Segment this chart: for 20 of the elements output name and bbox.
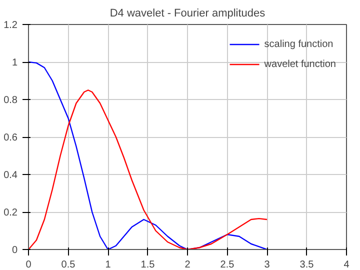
x-tick-label: 2: [184, 260, 191, 270]
x-tick-label: 0.5: [61, 260, 76, 270]
line-series: [28, 90, 268, 250]
legend-label: scaling function: [264, 38, 334, 50]
x-tick-label: 0: [26, 260, 32, 270]
x-tick-label: 1.5: [140, 260, 156, 270]
y-tick-label: 0.8: [4, 95, 18, 106]
y-tick-label: 0.2: [4, 208, 18, 218]
y-tick-label: 0: [12, 245, 18, 256]
y-tick-label: 1: [12, 58, 18, 68]
x-tick-label: 2.5: [220, 260, 235, 270]
y-tick-label: 0.4: [4, 170, 18, 181]
legend-label: wavelet function: [264, 58, 336, 70]
y-tick-label: 0.6: [4, 132, 18, 144]
x-tick-label: 1: [105, 260, 112, 270]
x-tick-label: 3.5: [300, 260, 314, 270]
chart-title: D4 wavelet - Fourier amplitudes: [110, 8, 266, 20]
x-tick-label: 3: [264, 260, 270, 270]
x-tick-label: 4: [344, 260, 350, 270]
y-tick-label: 1.2: [4, 20, 18, 31]
